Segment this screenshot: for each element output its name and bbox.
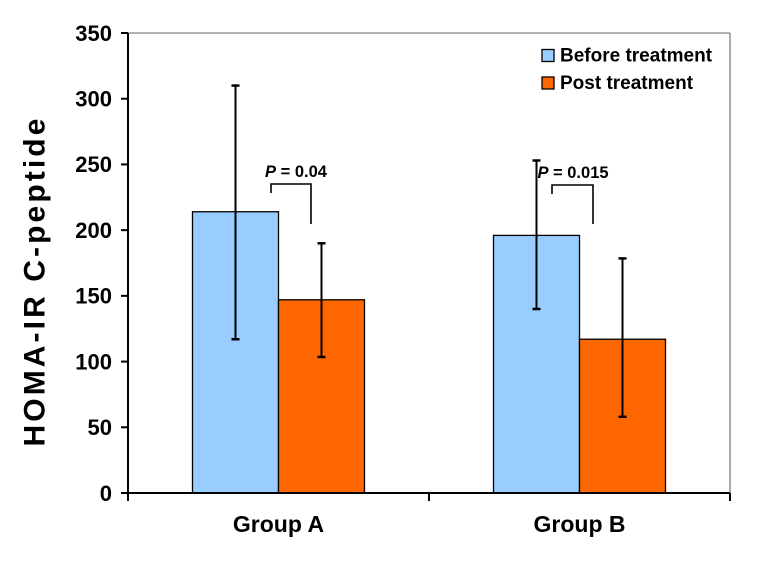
y-tick-label: 100 [75, 349, 112, 374]
significance-bracket-2 [551, 184, 594, 224]
x-category-label: Group B [534, 511, 626, 537]
legend-label-post-treatment: Post treatment [560, 73, 694, 94]
legend-swatch-before-treatment [541, 48, 555, 63]
y-tick-label: 300 [75, 87, 112, 112]
x-category-label: Group A [233, 511, 324, 537]
p-value-label-2: P = 0.015 [537, 164, 608, 182]
y-axis-title: HOMA-IR C-peptide [19, 115, 52, 446]
y-tick-label: 50 [88, 415, 112, 440]
p-value-label-1: P = 0.04 [265, 163, 328, 181]
y-tick-label: 0 [100, 481, 112, 506]
legend-label-before-treatment: Before treatment [560, 46, 713, 67]
y-tick-label: 150 [75, 284, 112, 309]
significance-bracket-1 [270, 183, 312, 224]
y-tick-label: 250 [75, 152, 112, 177]
y-tick-label: 200 [75, 218, 112, 243]
y-tick-label: 350 [75, 21, 112, 46]
legend-swatch-post-treatment [541, 76, 555, 90]
